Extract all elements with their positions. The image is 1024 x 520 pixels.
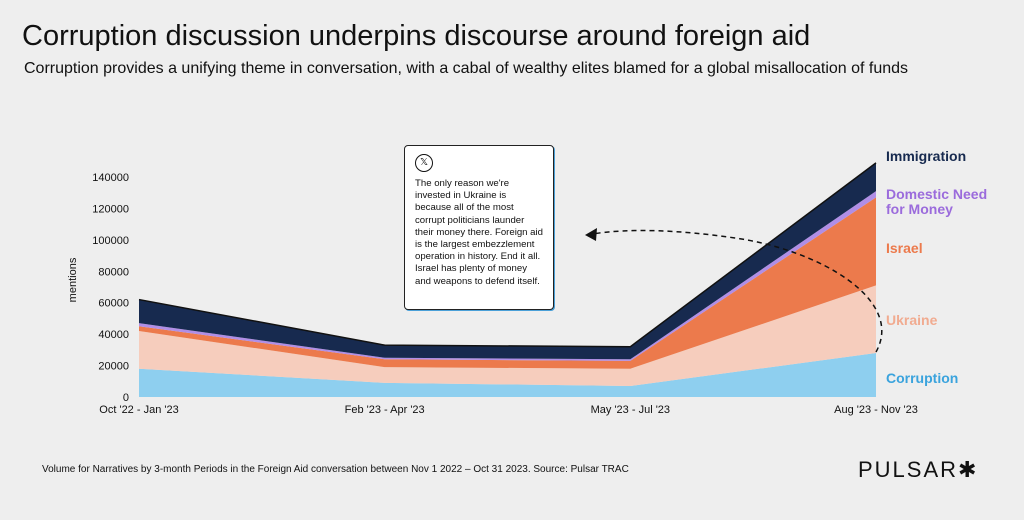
tweet-text: The only reason we're invested in Ukrain… — [415, 178, 543, 287]
x-tick-label: Oct '22 - Jan '23 — [99, 404, 178, 416]
annotation-arrowhead — [585, 228, 597, 241]
asterisk-icon: ✱ — [958, 457, 979, 482]
y-tick-label: 60000 — [98, 298, 129, 310]
area-corruption — [139, 353, 876, 397]
series-label-domestic-need: Domestic Need — [886, 186, 987, 202]
area-immigration — [139, 162, 876, 360]
page-title: Corruption discussion underpins discours… — [22, 20, 811, 52]
pulsar-logo: PULSAR✱ — [858, 457, 978, 483]
y-tick-label: 80000 — [98, 266, 129, 278]
footnote: Volume for Narratives by 3-month Periods… — [42, 464, 629, 475]
x-tick-label: Aug '23 - Nov '23 — [834, 404, 918, 416]
y-tick-label: 40000 — [98, 329, 129, 341]
x-tick-label: Feb '23 - Apr '23 — [345, 404, 425, 416]
page-subtitle: Corruption provides a unifying theme in … — [24, 60, 909, 77]
y-tick-label: 0 — [123, 392, 129, 404]
series-label-corruption: Corruption — [886, 370, 958, 386]
x-logo-icon: 𝕏 — [415, 154, 433, 172]
series-label-for-money: for Money — [886, 201, 953, 217]
annotation-arrow — [591, 229, 883, 353]
y-tick-label: 120000 — [92, 203, 129, 215]
x-tick-label: May '23 - Jul '23 — [591, 404, 670, 416]
series-label-ukraine: Ukraine — [886, 312, 938, 328]
tweet-card: 𝕏 The only reason we're invested in Ukra… — [404, 145, 554, 310]
area-top-outline — [138, 162, 877, 348]
y-axis-label: mentions — [67, 257, 79, 302]
series-label-immigration: Immigration — [886, 148, 966, 164]
area-domestic-need-for-money — [139, 191, 876, 361]
y-tick-label: 100000 — [92, 235, 129, 247]
area-ukraine — [139, 285, 876, 386]
brand-name: PULSAR — [858, 457, 959, 482]
area-israel — [139, 197, 876, 369]
y-tick-label: 20000 — [98, 361, 129, 373]
y-tick-label: 140000 — [92, 172, 129, 184]
series-label-israel: Israel — [886, 240, 923, 256]
